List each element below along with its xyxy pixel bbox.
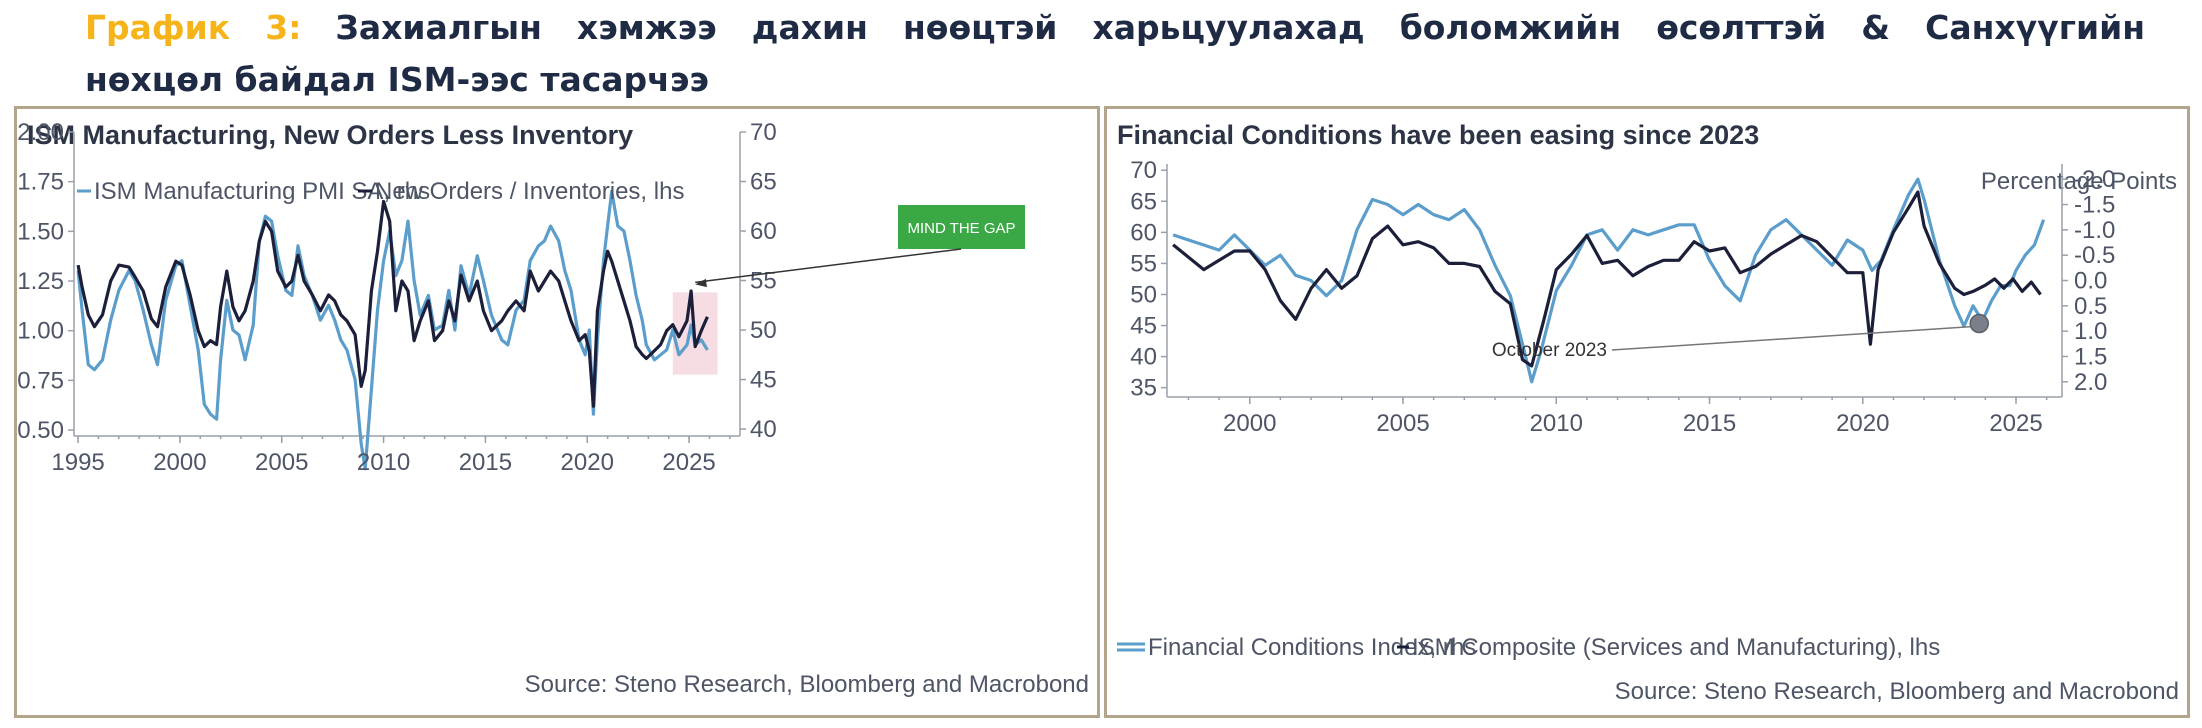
- right-tick-label: 60: [750, 218, 777, 245]
- x-tick-label: 2020: [561, 449, 614, 476]
- x-tick-label: 2005: [1376, 410, 1429, 437]
- annotation-label: October 2023: [1492, 340, 1607, 361]
- right-tick-label: 40: [750, 416, 777, 443]
- left-tick-label: 65: [1130, 188, 1157, 215]
- right-chart-title: Financial Conditions have been easing si…: [1117, 120, 1759, 150]
- right-tick-label: 50: [750, 317, 777, 344]
- right-tick-label: -1.0: [2074, 217, 2115, 244]
- series-line-1: [76, 199, 709, 408]
- left-tick-label: 1.25: [17, 268, 64, 295]
- left-tick-label: 45: [1130, 313, 1157, 340]
- right-chart-panel: Financial Conditions have been easing si…: [1104, 106, 2190, 718]
- left-tick-label: 1.00: [17, 318, 64, 345]
- left-tick-label: 50: [1130, 281, 1157, 308]
- left-tick-label: 70: [1130, 157, 1157, 184]
- right-legend: Financial Conditions Index, rhs ISM Comp…: [1117, 634, 1940, 661]
- right-tick-label: 1.5: [2074, 343, 2107, 370]
- x-tick-label: 1995: [51, 449, 104, 476]
- legend-label-ism: ISM Composite (Services and Manufacturin…: [1412, 634, 1940, 661]
- annotation-marker: [1969, 313, 1989, 334]
- left-tick-label: 0.75: [17, 367, 64, 394]
- x-tick-label: 2005: [255, 449, 308, 476]
- arrowhead-icon: [695, 278, 707, 288]
- left-chart: ISM Manufacturing, New Orders Less Inven…: [17, 119, 1089, 698]
- title-line-1: График 3: Захиалгын хэмжээ дахин нөөцтэй …: [85, 2, 2145, 54]
- mind-the-gap-annotation: MIND THE GAP: [695, 205, 1025, 288]
- left-chart-source: Source: Steno Research, Bloomberg and Ma…: [525, 671, 1089, 698]
- annotation-leader: [1611, 325, 1974, 351]
- left-chart-panel: ISM Manufacturing, New Orders Less Inven…: [14, 106, 1100, 718]
- right-chart: Financial Conditions have been easing si…: [1117, 120, 2179, 705]
- left-chart-title: ISM Manufacturing, New Orders Less Inven…: [27, 120, 633, 150]
- left-tick-label: 55: [1130, 250, 1157, 277]
- page-title: График 3: Захиалгын хэмжээ дахин нөөцтэй …: [85, 2, 2145, 106]
- right-tick-label: 0.0: [2074, 268, 2107, 295]
- right-tick-label: -1.5: [2074, 192, 2115, 219]
- right-tick-label: 45: [750, 367, 777, 394]
- right-tick-label: 0.5: [2074, 293, 2107, 320]
- right-tick-label: 65: [750, 169, 777, 196]
- x-tick-label: 2000: [1223, 410, 1276, 437]
- chart-label: График 3:: [85, 8, 302, 47]
- right-tick-label: -2.0: [2074, 166, 2115, 193]
- right-tick-label: 55: [750, 268, 777, 295]
- title-text-1: Захиалгын хэмжээ дахин нөөцтэй харьцуула…: [335, 8, 2146, 47]
- left-legend: ISM Manufacturing PMI SA, rhs New Orders…: [77, 178, 684, 205]
- x-tick-label: 2025: [662, 449, 715, 476]
- right-tick-label: 1.0: [2074, 318, 2107, 345]
- x-tick-label: 2025: [1989, 410, 2042, 437]
- title-text-2: нөхцөл байдал ISM-ээс тасарчээ: [85, 60, 709, 99]
- right-axis-label: Percentage Points: [1981, 168, 2177, 195]
- series-line-0: [76, 189, 709, 471]
- x-tick-label: 2015: [459, 449, 512, 476]
- left-tick-label: 40: [1130, 344, 1157, 371]
- right-chart-source: Source: Steno Research, Bloomberg and Ma…: [1615, 678, 2179, 705]
- series-line-0: [1172, 177, 2046, 384]
- series-line-1: [1172, 190, 2042, 368]
- right-tick-label: -0.5: [2074, 242, 2115, 269]
- mind-the-gap-text: MIND THE GAP: [907, 220, 1015, 237]
- left-tick-label: 2.00: [17, 119, 64, 146]
- left-tick-label: 1.50: [17, 218, 64, 245]
- x-tick-label: 2010: [1530, 410, 1583, 437]
- x-tick-label: 2010: [357, 449, 410, 476]
- left-tick-label: 35: [1130, 375, 1157, 402]
- right-tick-label: 70: [750, 119, 777, 146]
- x-tick-label: 2020: [1836, 410, 1889, 437]
- mind-the-gap-box: [898, 205, 1025, 249]
- left-tick-label: 1.75: [17, 169, 64, 196]
- legend-label-orders: New Orders / Inventories, lhs: [375, 178, 684, 205]
- mind-the-gap-arrow: [695, 248, 962, 284]
- right-tick-label: 2.0: [2074, 369, 2107, 396]
- legend-label-fci: Financial Conditions Index, rhs: [1148, 634, 1476, 661]
- october-2023-annotation: October 2023: [1492, 313, 1989, 361]
- left-tick-label: 60: [1130, 219, 1157, 246]
- legend-label-pmi: ISM Manufacturing PMI SA, rhs: [94, 178, 430, 205]
- x-tick-label: 2000: [153, 449, 206, 476]
- x-tick-label: 2015: [1683, 410, 1736, 437]
- left-tick-label: 0.50: [17, 417, 64, 444]
